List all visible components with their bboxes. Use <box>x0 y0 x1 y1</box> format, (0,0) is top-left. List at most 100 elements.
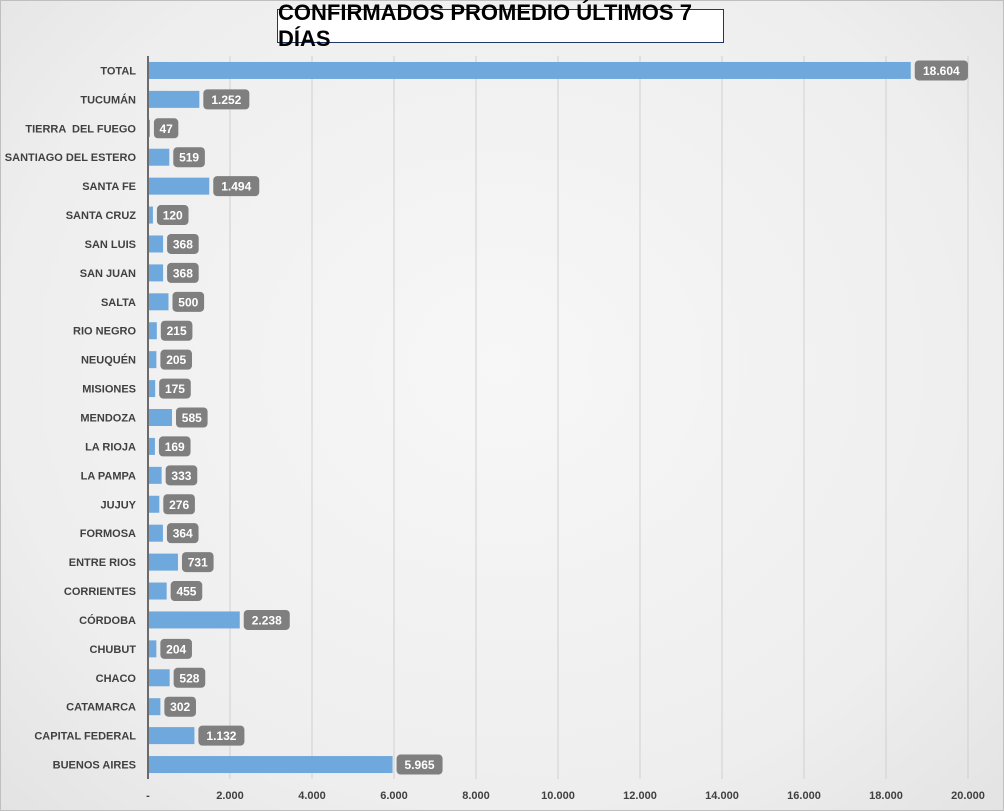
bar <box>149 264 164 282</box>
data-label-box <box>173 667 206 688</box>
data-label: 175 <box>165 382 185 396</box>
data-label-box <box>166 523 199 544</box>
data-label-box <box>153 118 179 139</box>
category-label: SAN JUAN <box>80 268 136 280</box>
bar <box>149 380 156 398</box>
category-label: SANTA CRUZ <box>66 210 137 222</box>
data-label-box <box>167 233 199 254</box>
x-tick-label: 18.000 <box>869 790 903 802</box>
bar <box>149 235 164 253</box>
data-label: 368 <box>173 237 193 251</box>
data-label: 205 <box>166 353 186 367</box>
x-tick-label: 6.000 <box>380 790 408 802</box>
bar <box>149 756 393 774</box>
data-label-box <box>167 262 199 283</box>
bar <box>149 524 163 542</box>
x-tick-label: 10.000 <box>541 790 575 802</box>
data-label: 519 <box>179 151 199 165</box>
category-label: LA RIOJA <box>85 441 136 453</box>
bar <box>149 177 210 195</box>
bar <box>149 553 178 571</box>
data-label: 47 <box>159 122 173 136</box>
category-label: SANTIAGO DEL ESTERO <box>5 152 137 164</box>
data-label-box <box>170 581 203 602</box>
category-label: CATAMARCA <box>66 702 136 714</box>
data-label: 2.238 <box>252 613 282 627</box>
x-tick-label: 2.000 <box>216 790 244 802</box>
category-label: NEUQUÉN <box>81 354 136 367</box>
data-label: 364 <box>173 527 193 541</box>
bar <box>149 669 170 687</box>
data-label: 1.132 <box>206 729 236 743</box>
bar <box>149 727 195 745</box>
data-label-box <box>159 378 191 399</box>
bar <box>149 148 170 166</box>
x-tick-label: 20.000 <box>951 790 985 802</box>
data-label: 528 <box>179 671 199 685</box>
data-label: 276 <box>169 498 189 512</box>
bar <box>149 61 911 79</box>
category-label: SAN LUIS <box>85 239 136 251</box>
data-label: 18.604 <box>923 64 960 78</box>
x-tick-label: 4.000 <box>298 790 326 802</box>
data-label: 333 <box>171 469 191 483</box>
x-tick-label: 16.000 <box>787 790 821 802</box>
category-label: BUENOS AIRES <box>53 760 136 772</box>
bar <box>149 582 167 600</box>
category-label: CHUBUT <box>90 644 137 656</box>
data-label-box <box>158 436 191 457</box>
x-tick-label: 8.000 <box>462 790 490 802</box>
data-label: 455 <box>176 585 196 599</box>
bar <box>149 322 157 340</box>
bar <box>149 119 150 137</box>
category-label: RIO NEGRO <box>73 326 136 338</box>
data-label: 368 <box>173 266 193 280</box>
data-label-box <box>198 725 245 746</box>
data-label-box <box>164 696 196 717</box>
data-label-box <box>173 147 205 168</box>
data-label-box <box>160 320 193 341</box>
data-label: 585 <box>182 411 202 425</box>
category-label: JUJUY <box>101 499 137 511</box>
x-tick-label: 12.000 <box>623 790 657 802</box>
category-label: SANTA FE <box>82 181 136 193</box>
category-label: TIERRA DEL FUEGO <box>25 123 136 135</box>
category-label: CHACO <box>96 673 137 685</box>
data-label-box <box>160 349 193 370</box>
bar <box>149 640 157 658</box>
category-label: CORRIENTES <box>64 586 136 598</box>
bar <box>149 206 153 224</box>
data-label: 1.494 <box>221 180 251 194</box>
category-label: SALTA <box>101 297 136 309</box>
bar <box>149 466 162 484</box>
data-label-box <box>203 89 250 110</box>
data-label-box <box>163 494 195 515</box>
data-label: 5.965 <box>405 758 435 772</box>
category-label: CAPITAL FEDERAL <box>34 731 136 743</box>
bar <box>149 90 200 108</box>
data-label-box <box>243 609 290 630</box>
bar <box>149 437 155 455</box>
data-label-box <box>914 60 968 81</box>
data-label-box <box>165 465 198 486</box>
data-label: 302 <box>170 700 190 714</box>
data-label: 731 <box>188 556 208 570</box>
category-label: MISIONES <box>82 384 136 396</box>
x-tick-label: - <box>146 790 150 802</box>
data-label: 215 <box>167 324 187 338</box>
data-label: 1.252 <box>211 93 241 107</box>
category-label: FORMOSA <box>80 528 136 540</box>
category-label: ENTRE RIOS <box>69 557 136 569</box>
bar <box>149 293 169 311</box>
category-label: TUCUMÁN <box>80 93 136 106</box>
bar <box>149 698 161 716</box>
data-label-box <box>181 552 214 573</box>
bar <box>149 409 172 426</box>
data-label-box <box>396 754 443 775</box>
bar <box>149 351 157 369</box>
bar <box>149 611 240 629</box>
data-label: 204 <box>166 642 186 656</box>
category-label: LA PAMPA <box>81 470 136 482</box>
data-label-box <box>156 205 189 226</box>
data-label-box <box>160 638 192 659</box>
